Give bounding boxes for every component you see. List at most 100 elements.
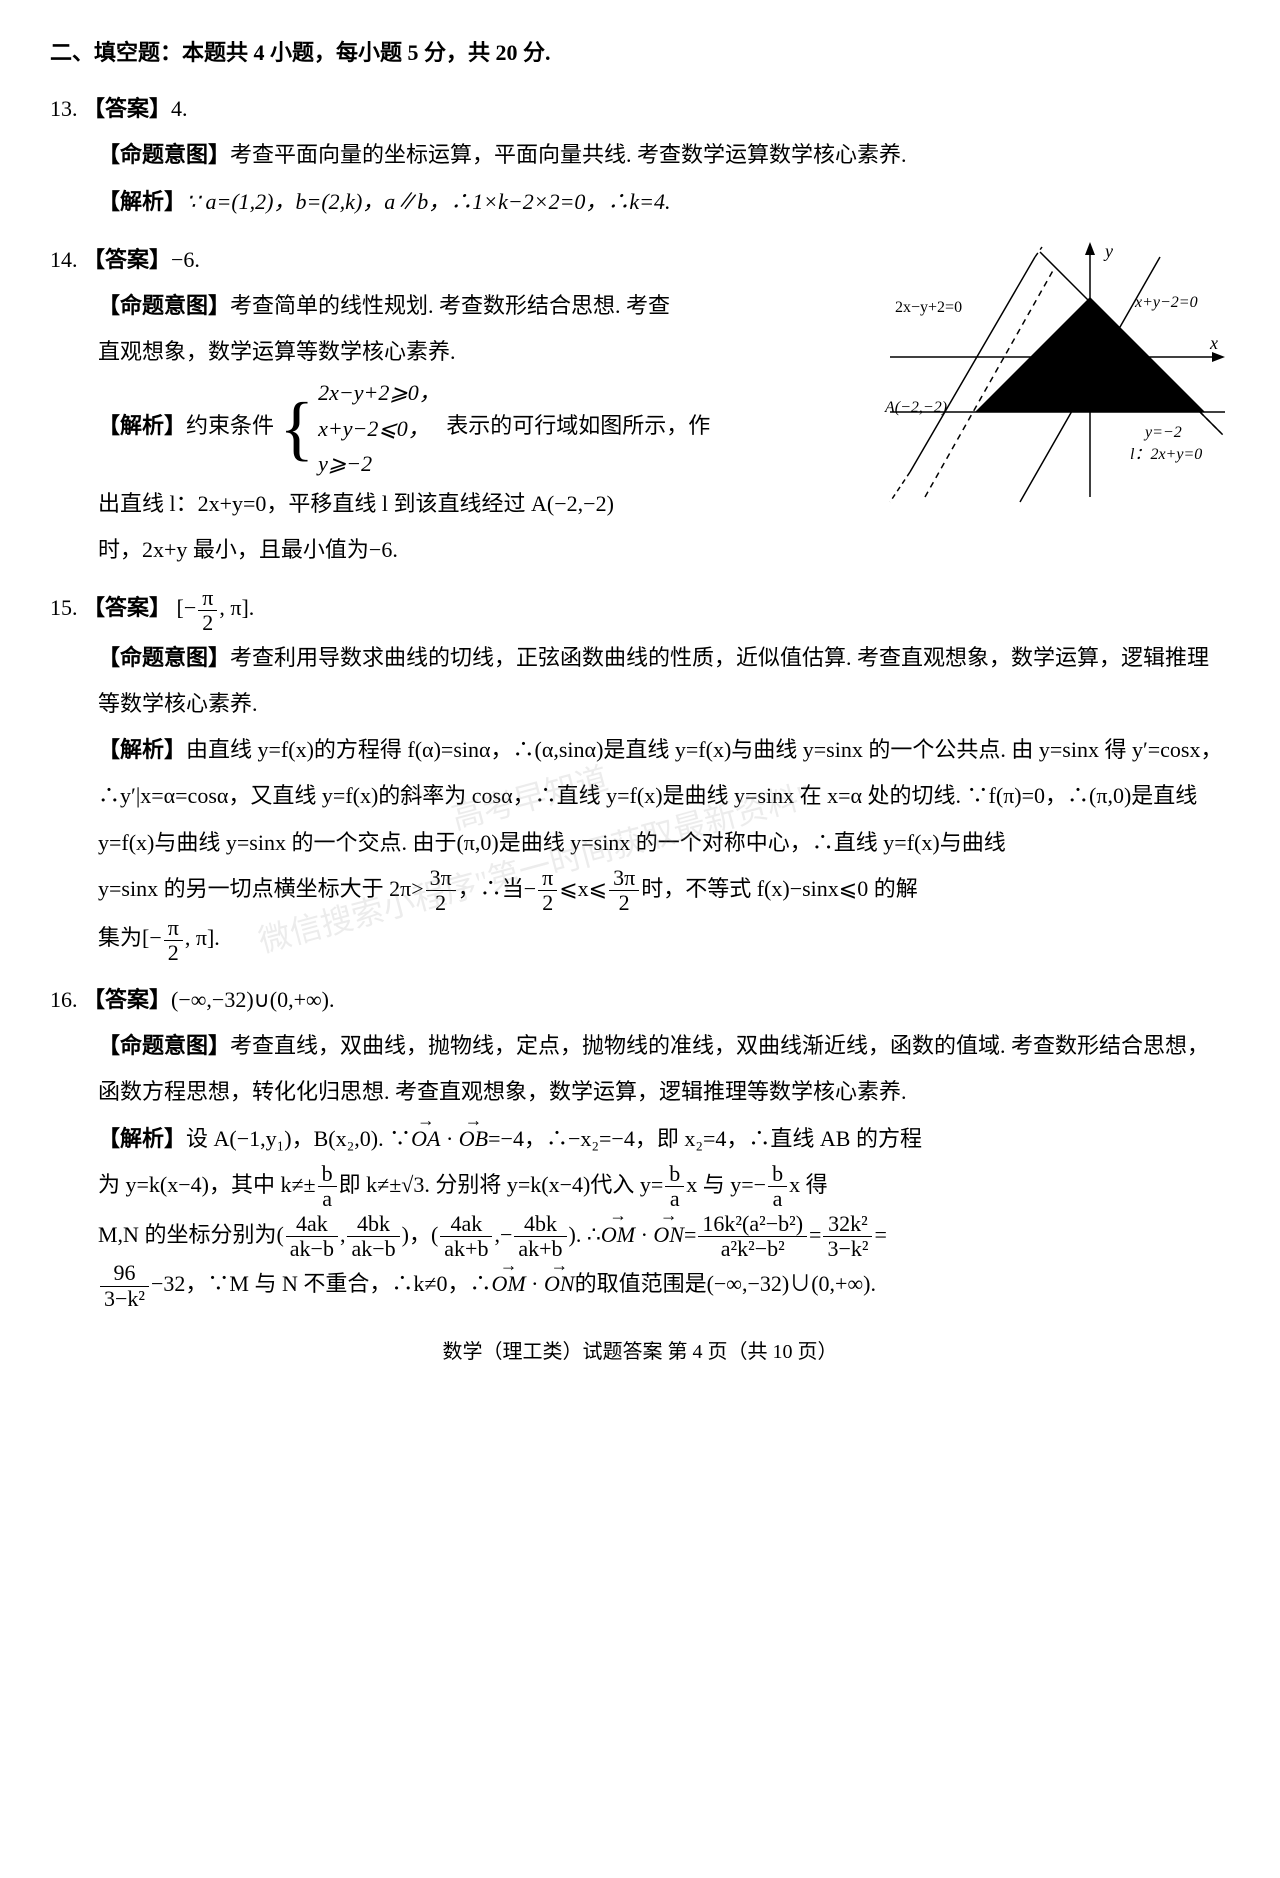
g9n: 32k² [823, 1212, 872, 1237]
q16-p3c: ,− [494, 1222, 512, 1247]
vec-OB: OB [459, 1116, 488, 1162]
q14-figure: y x 2x−y+2=0 x+y−2=0 y=−2 l：2x+y=0 A(−2,… [860, 237, 1230, 517]
q15-p2b: ，∴当− [458, 876, 536, 901]
q16-p3a: M,N 的坐标分别为( [98, 1222, 284, 1247]
g10d: 3−k² [100, 1287, 149, 1311]
q15-num: 15. [50, 595, 78, 620]
q16-answer: (−∞,−32)∪(0,+∞). [171, 987, 335, 1012]
q15-answer-label: 【答案】 [83, 595, 171, 620]
q13-intent: 考查平面向量的坐标运算，平面向量共线. 考查数学运算数学核心素养. [230, 142, 907, 167]
g8d: a²k²−b² [698, 1237, 807, 1261]
f3d: 2 [609, 891, 639, 915]
q14-c1: 2x−y+2⩾0， [318, 375, 441, 410]
q16-num: 16. [50, 987, 78, 1012]
q13-answer-label: 【答案】 [83, 96, 171, 121]
f1n: 3π [426, 866, 456, 891]
g3d: a [768, 1187, 787, 1211]
q13-num: 13. [50, 96, 78, 121]
vec-OM2: OM [491, 1261, 525, 1307]
g5d: ak−b [347, 1237, 399, 1261]
vec-OM: OM [601, 1212, 635, 1258]
question-14: y x 2x−y+2=0 x+y−2=0 y=−2 l：2x+y=0 A(−2,… [50, 237, 1230, 574]
q16-p4b: 的取值范围是(−∞,−32)∪(0,+∞). [575, 1271, 876, 1296]
question-13: 13. 【答案】4. 【命题意图】考查平面向量的坐标运算，平面向量共线. 考查数… [50, 86, 1230, 225]
g1n: b [318, 1162, 337, 1187]
vec-ON2: ON [544, 1261, 575, 1307]
q15-analysis-p1: 由直线 y=f(x)的方程得 f(α)=sinα，∴(α,sinα)是直线 y=… [98, 737, 1223, 854]
q16-analysis-label: 【解析】 [98, 1126, 186, 1151]
svg-text:2x−y+2=0: 2x−y+2=0 [895, 299, 962, 316]
q14-analysis-mid: 表示的可行域如图所示，作 [446, 413, 710, 438]
g5n: 4bk [347, 1212, 399, 1237]
svg-text:l：2x+y=0: l：2x+y=0 [1130, 446, 1202, 463]
vec-OA: OA [411, 1116, 440, 1162]
g7n: 4bk [514, 1212, 566, 1237]
q14-answer-label: 【答案】 [83, 247, 171, 272]
f2d: 2 [538, 891, 557, 915]
q15-answer-open: [− [177, 595, 197, 620]
question-16: 16. 【答案】(−∞,−32)∪(0,+∞). 【命题意图】考查直线，双曲线，… [50, 977, 1230, 1311]
q16-p3e: = [684, 1222, 696, 1247]
q13-analysis: ∵ a=(1,2)，b=(2,k)，a∥b，∴1×k−2×2=0，∴k=4. [186, 189, 671, 214]
section-header: 二、填空题：本题共 4 小题，每小题 5 分，共 20 分. [50, 30, 1230, 76]
q16-p2d: x 得 [789, 1172, 828, 1197]
q14-intent-label: 【命题意图】 [98, 293, 230, 318]
q15-frac-num: π [198, 586, 217, 611]
q16-p2b: 即 k≠±√3. 分别将 y=k(x−4)代入 y= [339, 1172, 664, 1197]
g2n: b [665, 1162, 684, 1187]
q15-p2a: y=sinx 的另一切点横坐标大于 2π> [98, 876, 424, 901]
f4d: 2 [164, 941, 183, 965]
svg-text:x+y−2=0: x+y−2=0 [1134, 294, 1198, 311]
vec-ON: ON [653, 1212, 684, 1258]
q14-constraints: { 2x−y+2⩾0， x+y−2⩽0， y⩾−2 [280, 375, 441, 481]
question-15: 高考早知道 微信搜索小程序"第一时间获取最新资料" 15. 【答案】 [−π2,… [50, 585, 1230, 965]
g1d: a [318, 1187, 337, 1211]
q13-analysis-label: 【解析】 [98, 189, 186, 214]
g10n: 96 [100, 1261, 149, 1286]
svg-text:y: y [1103, 241, 1113, 261]
q14-answer: −6. [171, 247, 200, 272]
f2n: π [538, 866, 557, 891]
q16-p1b: =−4，∴−x₂=−4，即 x₂=4，∴直线 AB 的方程 [488, 1126, 922, 1151]
q14-c3: y⩾−2 [318, 446, 441, 481]
q16-intent-label: 【命题意图】 [98, 1033, 230, 1058]
f1d: 2 [426, 891, 456, 915]
svg-text:y=−2: y=−2 [1143, 424, 1182, 441]
q15-frac-den: 2 [198, 611, 217, 635]
q15-analysis-label: 【解析】 [98, 737, 186, 762]
q16-p3b: )，( [402, 1222, 439, 1247]
q15-p3b: , π]. [185, 925, 220, 950]
q14-analysis-label: 【解析】 [98, 413, 186, 438]
q16-answer-label: 【答案】 [83, 987, 171, 1012]
q16-p2a: 为 y=k(x−4)，其中 k≠± [98, 1172, 316, 1197]
q16-p2c: x 与 y=− [686, 1172, 766, 1197]
g6d: ak+b [440, 1237, 492, 1261]
g6n: 4ak [440, 1212, 492, 1237]
svg-text:A(−2,−2): A(−2,−2) [884, 399, 947, 416]
q15-p2c: ⩽x⩽ [559, 876, 607, 901]
f3n: 3π [609, 866, 639, 891]
q16-intent: 考查直线，双曲线，抛物线，定点，抛物线的准线，双曲线渐近线，函数的值域. 考查数… [98, 1033, 1209, 1104]
q15-answer-close: , π]. [219, 595, 254, 620]
g8n: 16k²(a²−b²) [698, 1212, 807, 1237]
q14-num: 14. [50, 247, 78, 272]
q13-answer: 4. [171, 96, 188, 121]
q15-p2d: 时，不等式 f(x)−sinx⩽0 的解 [641, 876, 918, 901]
g4n: 4ak [286, 1212, 338, 1237]
q14-intent-l1: 考查简单的线性规划. 考查数形结合思想. 考查 [230, 293, 670, 318]
page-footer: 数学（理工类）试题答案 第 4 页（共 10 页） [50, 1331, 1230, 1373]
svg-text:x: x [1209, 333, 1218, 353]
q14-analysis-prefix: 约束条件 [186, 413, 274, 438]
q15-intent-label: 【命题意图】 [98, 645, 230, 670]
q14-analysis-l3: 时，2x+y 最小，且最小值为−6. [50, 527, 1230, 573]
q16-p4a: −32，∵M 与 N 不重合，∴k≠0，∴ [151, 1271, 491, 1296]
q16-p3d: ). ∴ [569, 1222, 601, 1247]
q15-intent: 考查利用导数求曲线的切线，正弦函数曲线的性质，近似值估算. 考查直观想象，数学运… [98, 645, 1209, 716]
q16-p1a: 设 A(−1,y₁)，B(x₂,0). ∵ [186, 1126, 411, 1151]
q13-intent-label: 【命题意图】 [98, 142, 230, 167]
q15-p3a: 集为[− [98, 925, 162, 950]
g4d: ak−b [286, 1237, 338, 1261]
g3n: b [768, 1162, 787, 1187]
f4n: π [164, 916, 183, 941]
g9d: 3−k² [823, 1237, 872, 1261]
